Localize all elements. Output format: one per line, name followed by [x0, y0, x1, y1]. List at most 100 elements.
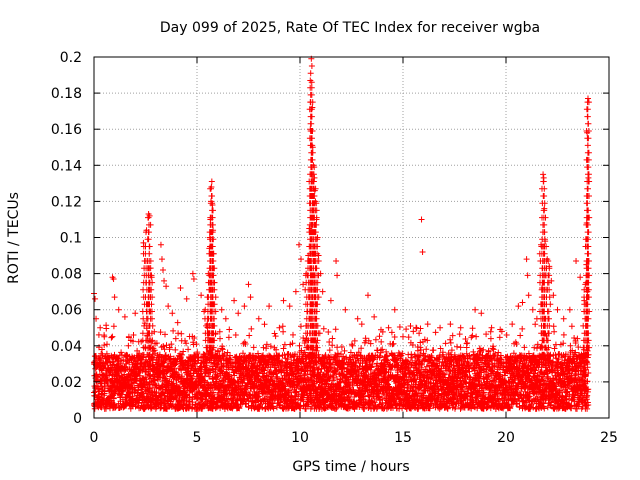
roti-point [314, 234, 321, 241]
roti-point [327, 297, 334, 304]
roti-point [478, 310, 485, 317]
roti-point [295, 241, 302, 248]
y-tick-label: 0.02 [51, 375, 82, 391]
roti-point [524, 272, 531, 279]
roti-point [400, 333, 406, 340]
roti-point [235, 310, 242, 317]
roti-point [169, 310, 176, 317]
roti-point [544, 256, 551, 263]
roti-point [554, 306, 561, 313]
roti-point [306, 225, 313, 232]
roti-point [313, 216, 320, 223]
roti-point [92, 295, 99, 302]
roti-point [584, 288, 591, 295]
roti-point [148, 274, 155, 281]
roti-point [202, 306, 209, 313]
y-tick-label: 0.1 [60, 231, 82, 247]
roti-point [311, 187, 318, 194]
tick-labels: 0 5 10 15 20 25 0 0.02 0.04 0.06 0.08 0.1 0.12 0.14 0.… [51, 50, 618, 446]
roti-point [146, 212, 153, 219]
roti-point [585, 174, 592, 181]
roti-point [140, 239, 147, 246]
roti-point [210, 250, 217, 257]
x-tick-label: 5 [193, 430, 202, 446]
x-axis-title: GPS time / hours [292, 459, 409, 475]
roti-point [424, 321, 431, 328]
y-tick-label: 0.06 [51, 303, 82, 319]
roti-point [539, 285, 546, 292]
roti-point [121, 313, 128, 320]
roti-point [311, 174, 318, 181]
roti-point [546, 263, 553, 270]
roti-point [101, 333, 108, 340]
x-tick-label: 0 [90, 430, 99, 446]
x-tick-label: 25 [600, 430, 618, 446]
x-tick-label: 10 [291, 430, 309, 446]
roti-point [523, 256, 530, 263]
roti-point [584, 95, 591, 102]
roti-point [582, 281, 589, 288]
roti-point [385, 324, 392, 331]
spike-fill-marks [139, 63, 593, 358]
roti-point [208, 183, 215, 190]
roti-point [560, 315, 567, 322]
roti-point [183, 295, 190, 302]
roti-point [303, 270, 310, 277]
roti-point [577, 274, 584, 281]
roti-point [334, 272, 341, 279]
chart-title: Day 099 of 2025, Rate Of TEC Index for r… [160, 20, 540, 36]
roti-point [132, 310, 139, 317]
roti-point [472, 306, 479, 313]
y-tick-label: 0.12 [51, 194, 82, 210]
roti-point [308, 79, 315, 86]
roti-point [538, 241, 545, 248]
roti-point [309, 104, 316, 111]
roti-point [519, 299, 526, 306]
roti-point [247, 294, 254, 301]
roti-point [307, 126, 314, 133]
roti-point [211, 279, 218, 286]
roti-point [498, 328, 505, 335]
roti-point [245, 281, 252, 288]
roti-point [309, 144, 316, 151]
roti-point [566, 306, 573, 313]
roti-point [307, 99, 314, 106]
roti-point [583, 261, 590, 268]
y-tick-label: 0.2 [60, 50, 82, 66]
roti-point [208, 198, 215, 205]
roti-point [205, 270, 212, 277]
y-tick-label: 0.04 [51, 339, 82, 355]
roti-point [573, 257, 580, 264]
roti-point [276, 324, 283, 331]
roti-point [241, 303, 248, 310]
roti-point [255, 315, 262, 322]
roti-point [144, 257, 151, 264]
roti-point [110, 276, 117, 283]
roti-point [437, 324, 444, 331]
roti-point [488, 324, 495, 331]
roti-point [111, 294, 118, 301]
roti-point [542, 238, 549, 245]
baseline-band-marks [91, 319, 592, 412]
roti-point [319, 288, 326, 295]
roti-series [91, 55, 592, 340]
roti-point [541, 205, 548, 212]
roti-point [218, 306, 225, 313]
roti-point [206, 234, 213, 241]
roti-point [280, 297, 287, 304]
roti-point [300, 281, 307, 288]
roti-point [189, 270, 196, 277]
roti-point [447, 321, 454, 328]
roti-point [210, 227, 217, 234]
y-tick-label: 0 [73, 411, 82, 427]
roti-point [358, 321, 365, 328]
roti-point [533, 315, 540, 322]
roti-point [97, 324, 104, 331]
roti-point [540, 171, 547, 178]
roti-point [548, 277, 555, 284]
roti-point [209, 202, 216, 209]
roti-point [315, 252, 322, 259]
y-axis-title: ROTI / TECUs [6, 192, 22, 284]
roti-point [354, 315, 361, 322]
